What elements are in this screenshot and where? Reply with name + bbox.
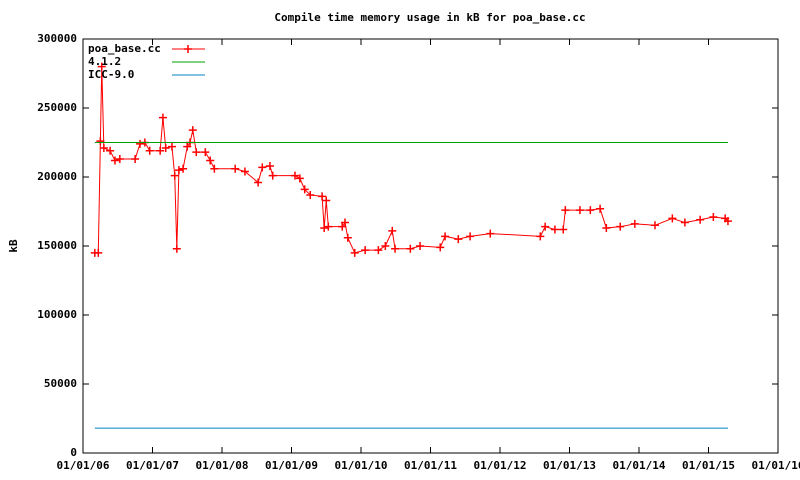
point-marker — [192, 148, 201, 157]
point-marker — [306, 190, 315, 199]
y-tick-label: 300000 — [37, 32, 77, 45]
x-tick-label: 01/01/07 — [126, 459, 179, 472]
legend-label: ICC-9.0 — [88, 68, 134, 81]
point-marker — [680, 218, 689, 227]
point-marker — [630, 219, 639, 228]
point-marker — [170, 171, 179, 180]
point-marker — [561, 206, 570, 215]
point-marker — [616, 222, 625, 231]
point-marker — [188, 126, 197, 135]
y-axis-label: kB — [7, 239, 20, 253]
point-marker — [650, 221, 659, 230]
x-tick-label: 01/01/11 — [404, 459, 457, 472]
point-marker — [97, 62, 106, 71]
point-marker — [466, 232, 475, 241]
point-marker — [179, 164, 188, 173]
point-marker — [550, 225, 559, 234]
point-marker — [388, 226, 397, 235]
point-marker — [318, 192, 327, 201]
point-marker — [575, 206, 584, 215]
point-marker — [131, 155, 140, 164]
point-marker — [156, 146, 165, 155]
point-marker — [322, 196, 331, 205]
point-marker — [350, 248, 359, 257]
point-marker — [240, 167, 249, 176]
point-marker — [320, 224, 329, 233]
point-marker — [391, 244, 400, 253]
point-marker — [201, 148, 210, 157]
y-tick-label: 200000 — [37, 170, 77, 183]
point-marker — [696, 215, 705, 224]
point-marker — [158, 113, 167, 122]
y-tick-label: 250000 — [37, 101, 77, 114]
legend-swatch-marker — [184, 45, 192, 53]
point-marker — [374, 246, 383, 255]
point-marker — [258, 163, 267, 172]
point-marker — [110, 156, 119, 165]
x-tick-label: 01/01/14 — [613, 459, 666, 472]
point-marker — [231, 164, 240, 173]
y-tick-label: 150000 — [37, 239, 77, 252]
point-marker — [338, 222, 347, 231]
point-marker — [723, 217, 732, 226]
point-marker — [265, 161, 274, 170]
point-marker — [167, 142, 176, 151]
y-tick-label: 100000 — [37, 308, 77, 321]
point-marker — [343, 233, 352, 242]
x-tick-label: 01/01/12 — [474, 459, 527, 472]
point-marker — [602, 224, 611, 233]
point-marker — [416, 242, 425, 250]
point-marker — [295, 174, 304, 183]
point-marker — [559, 225, 568, 234]
point-marker — [268, 171, 277, 180]
point-marker — [406, 244, 415, 253]
point-marker — [361, 246, 370, 255]
x-tick-label: 01/01/15 — [682, 459, 735, 472]
point-marker — [99, 144, 108, 153]
y-tick-label: 50000 — [44, 377, 77, 390]
point-marker — [709, 213, 718, 222]
point-marker — [668, 214, 677, 223]
point-marker — [381, 242, 390, 250]
point-marker — [96, 137, 105, 146]
point-marker — [135, 139, 144, 148]
point-marker — [183, 142, 192, 151]
point-marker — [586, 206, 595, 215]
point-marker — [115, 155, 124, 164]
point-marker — [210, 164, 219, 173]
point-marker — [454, 235, 463, 244]
point-marker — [300, 185, 309, 194]
point-marker — [106, 146, 115, 155]
point-marker — [206, 156, 215, 165]
point-marker — [441, 232, 450, 241]
point-marker — [596, 204, 605, 213]
legend-label: poa_base.cc — [88, 42, 161, 55]
point-marker — [172, 244, 181, 253]
x-tick-label: 01/01/06 — [57, 459, 110, 472]
x-tick-label: 01/01/10 — [335, 459, 388, 472]
point-marker — [536, 232, 545, 241]
point-marker — [436, 243, 445, 252]
point-marker — [145, 146, 154, 155]
x-tick-label: 01/01/08 — [196, 459, 249, 472]
point-marker — [541, 222, 550, 231]
point-marker — [254, 178, 263, 187]
point-marker — [174, 166, 183, 175]
legend-label: 4.1.2 — [88, 55, 121, 68]
point-marker — [341, 218, 350, 227]
point-marker — [486, 229, 495, 238]
point-marker — [161, 144, 170, 153]
x-tick-label: 01/01/13 — [543, 459, 596, 472]
point-marker — [324, 222, 333, 231]
point-marker — [94, 248, 103, 257]
chart-title: Compile time memory usage in kB for poa_… — [274, 11, 585, 24]
y-tick-label: 0 — [70, 446, 77, 459]
point-marker — [290, 171, 299, 180]
x-tick-label: 01/01/16 — [752, 459, 800, 472]
x-tick-label: 01/01/09 — [265, 459, 318, 472]
